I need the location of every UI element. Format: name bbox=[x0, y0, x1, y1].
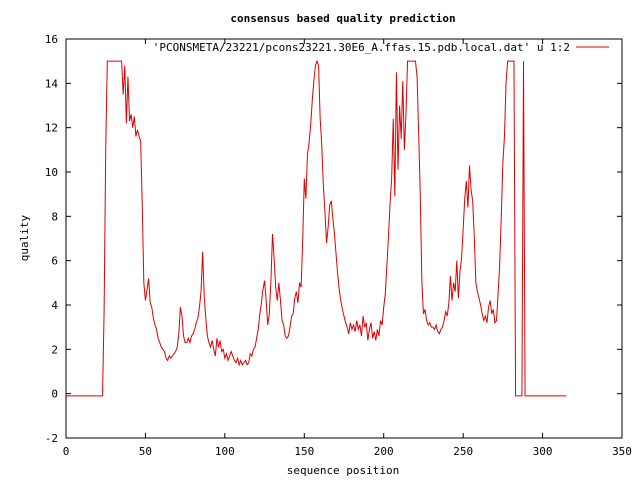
x-tick-label: 0 bbox=[63, 445, 70, 458]
x-tick-label: 250 bbox=[453, 445, 473, 458]
x-axis-label: sequence position bbox=[287, 464, 400, 477]
y-tick-label: 2 bbox=[51, 343, 58, 356]
y-tick-label: 4 bbox=[51, 299, 58, 312]
plot-frame bbox=[65, 38, 623, 439]
y-axis-label: quality bbox=[18, 214, 31, 261]
legend-label: 'PCONSMETA/23221/pcons23221.30E6_A.ffas.… bbox=[153, 41, 570, 54]
y-tick-label: 0 bbox=[51, 388, 58, 401]
series-line bbox=[66, 59, 567, 397]
y-tick-label: 14 bbox=[45, 77, 59, 90]
x-tick-label: 200 bbox=[374, 445, 394, 458]
chart-title: consensus based quality prediction bbox=[230, 12, 455, 25]
y-tick-label: 6 bbox=[51, 255, 58, 268]
y-tick-label: 10 bbox=[45, 166, 58, 179]
y-tick-label: 8 bbox=[51, 210, 58, 223]
y-tick-label: -2 bbox=[45, 432, 58, 445]
y-tick-label: 12 bbox=[45, 122, 58, 135]
x-tick-label: 300 bbox=[533, 445, 553, 458]
x-ticks: 0 50 100 150 200 250 300 350 bbox=[63, 39, 632, 458]
x-tick-label: 100 bbox=[215, 445, 235, 458]
x-tick-label: 50 bbox=[139, 445, 152, 458]
y-ticks: -2 0 2 4 6 8 10 12 14 16 bbox=[45, 33, 622, 445]
series-layer bbox=[66, 59, 567, 397]
x-tick-label: 350 bbox=[612, 445, 632, 458]
y-tick-label: 16 bbox=[45, 33, 58, 46]
x-tick-label: 150 bbox=[294, 445, 314, 458]
legend: 'PCONSMETA/23221/pcons23221.30E6_A.ffas.… bbox=[153, 41, 609, 54]
